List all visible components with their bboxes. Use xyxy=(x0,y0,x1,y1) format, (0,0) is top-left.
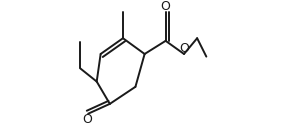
Text: O: O xyxy=(161,0,171,13)
Text: O: O xyxy=(179,42,189,55)
Text: O: O xyxy=(83,113,93,126)
